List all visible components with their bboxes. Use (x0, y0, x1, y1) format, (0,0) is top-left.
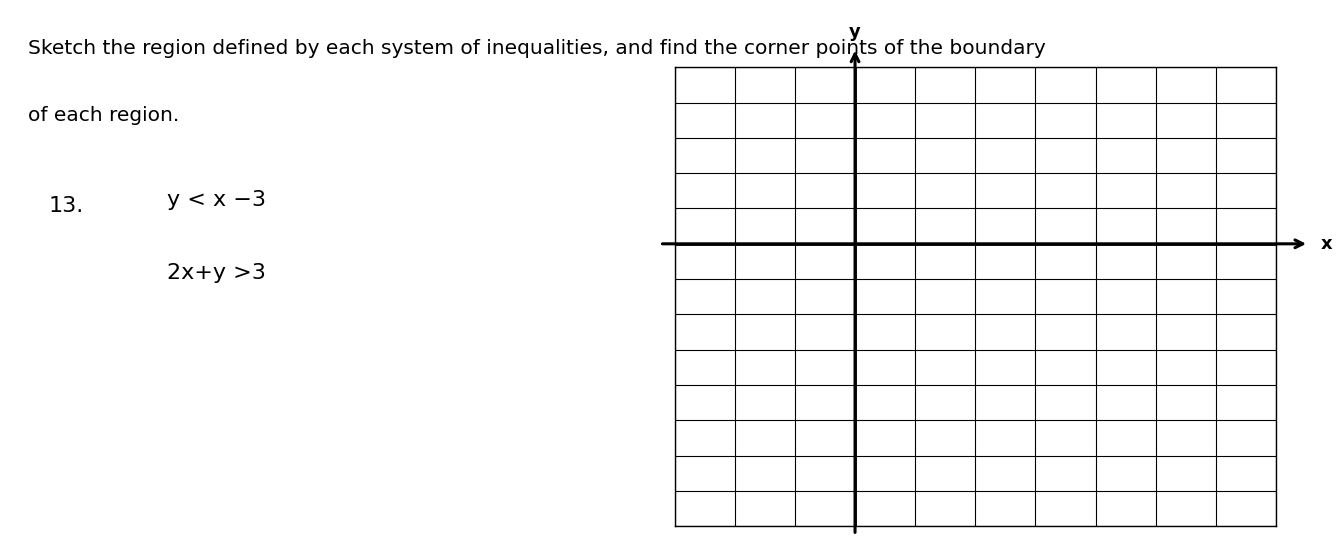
Text: 2x+y >3: 2x+y >3 (167, 263, 266, 283)
Text: x: x (1321, 235, 1332, 253)
Text: of each region.: of each region. (28, 106, 179, 125)
Text: Sketch the region defined by each system of inequalities, and find the corner po: Sketch the region defined by each system… (28, 39, 1046, 58)
Text: y < x −3: y < x −3 (167, 190, 266, 211)
Text: y: y (850, 23, 860, 41)
Text: 13.: 13. (48, 196, 84, 216)
